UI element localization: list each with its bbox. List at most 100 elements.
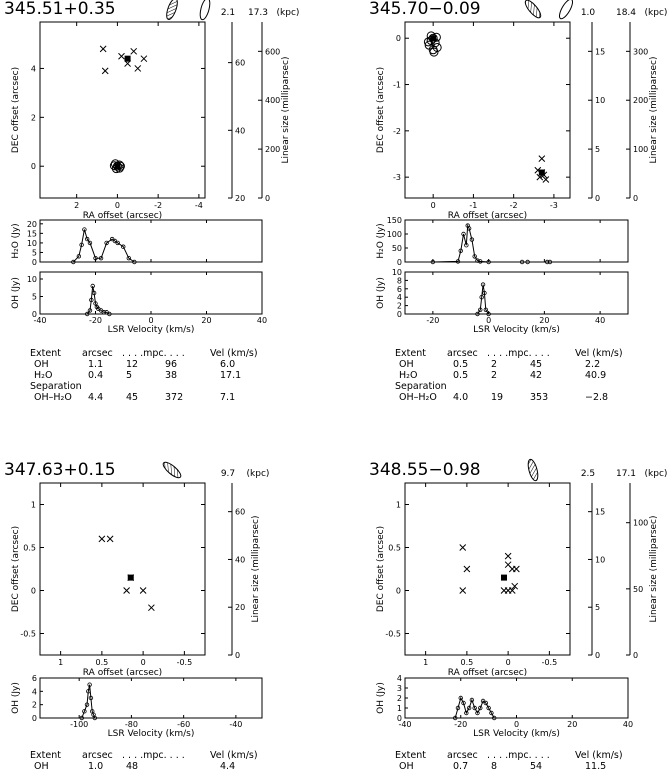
oh-spot <box>99 45 107 53</box>
oh-spectrum-ytick-label: 4 <box>397 674 402 683</box>
oh-spectrum-xtick-label: -20 <box>426 316 439 325</box>
oh-spectrum-ylabel: OH (Jy) <box>376 277 386 309</box>
oh-spectrum-xlabel: LSR Velocity (km/s) <box>108 729 195 739</box>
sky-frame <box>39 482 206 656</box>
h2o-spectrum-point <box>458 248 463 253</box>
distance-unit: (kpc) <box>277 8 300 18</box>
h2o-spectrum-point <box>544 259 550 265</box>
oh-spectrum-point <box>483 307 489 312</box>
ra-tick-label: 2 <box>74 201 79 210</box>
table-cell: 6.0 <box>220 359 235 370</box>
oh-spectrum-point <box>466 705 472 711</box>
oh-spectrum-point <box>469 697 475 703</box>
scale-label: Linear size (milliparsec) <box>649 515 659 622</box>
dec-tick-label: 1 <box>396 501 401 510</box>
oh-spectrum-point <box>101 310 107 315</box>
oh-spectrum-ytick-label: 8 <box>397 276 402 285</box>
oh-spectrum-point <box>482 290 487 296</box>
oh-spectrum-xtick-label: 0 <box>486 316 491 325</box>
oh-spot <box>101 67 109 75</box>
dec-tick-label: 0 <box>396 587 401 596</box>
h2o-spectrum-point <box>455 259 461 264</box>
oh-spectrum-xtick-label: -20 <box>89 316 102 325</box>
scale-tick-label: 60 <box>235 508 245 517</box>
h2o-spectrum-ytick-label: 15 <box>27 229 37 238</box>
table-header-vel: Vel (km/s) <box>210 348 258 359</box>
oh-spectrum-xtick-label: -60 <box>177 720 190 729</box>
table-header-extent: Extent <box>30 348 61 359</box>
dec-tick-label: 0 <box>31 587 36 596</box>
h2o-reference <box>430 35 437 42</box>
scale-tick-label: 100 <box>633 519 648 528</box>
ra-tick-label: 0 <box>141 658 146 667</box>
table-row-label: OH–H₂O <box>34 392 72 403</box>
distance-unit: (kpc) <box>645 469 668 479</box>
h2o-spectrum-point <box>126 255 131 261</box>
h2o-spectrum-point <box>475 258 480 263</box>
table-header-mpc: . . . .mpc. . . . <box>487 348 550 359</box>
table-row-label: OH–H₂O <box>399 392 437 403</box>
ra-tick-label: -0.5 <box>177 658 193 667</box>
dec-tick-label: 2 <box>31 113 36 122</box>
ra-tick-label: -2 <box>510 201 518 210</box>
oh-spot <box>513 565 520 573</box>
table-row-label: OH <box>399 761 414 772</box>
dec-tick-label: 0 <box>31 162 36 171</box>
dec-tick-label: -0.5 <box>20 630 36 639</box>
h2o-spectrum-ytick-label: 10 <box>27 239 37 248</box>
table-cell: 1.1 <box>88 359 103 370</box>
oh-spectrum-xtick-label: 20 <box>539 316 549 325</box>
scale-tick-label: 0 <box>633 651 638 660</box>
scale-tick-label: 200 <box>265 145 280 154</box>
oh-spectrum-xlabel: LSR Velocity (km/s) <box>473 325 560 335</box>
sky-xlabel: RA offset (arcsec) <box>448 211 527 221</box>
distance-label: 9.7 <box>221 469 235 479</box>
scale-tick-label: 40 <box>235 126 245 135</box>
oh-spectrum-point <box>87 308 93 313</box>
oh-spot <box>538 155 546 162</box>
oh-spectrum-xtick-label: 40 <box>257 316 267 325</box>
beam-ellipse <box>524 0 542 19</box>
scale-tick-label: 300 <box>633 47 648 56</box>
oh-spot <box>134 65 142 72</box>
oh-spot <box>511 582 519 590</box>
h2o-spectrum-line <box>432 223 550 263</box>
distance-label: 17.1 <box>616 469 636 479</box>
oh-spectrum-point <box>472 705 477 711</box>
table-separation-label: Separation <box>395 381 447 392</box>
dec-tick-label: 4 <box>31 64 36 73</box>
distance-label: 17.3 <box>248 8 268 18</box>
sky-frame <box>404 21 571 199</box>
scale-tick-label: 0 <box>633 194 638 203</box>
table-cell: 19 <box>491 392 503 403</box>
h2o-spectrum-point <box>461 231 466 237</box>
oh-spectrum-point <box>492 715 497 721</box>
h2o-spectrum-point <box>464 242 469 248</box>
h2o-spot <box>423 37 433 47</box>
h2o-spectrum-line <box>72 229 135 263</box>
h2o-spectrum-point <box>478 259 483 264</box>
oh-spot <box>459 544 467 551</box>
scale-tick-label: 20 <box>235 603 245 612</box>
sky-frame <box>39 21 206 199</box>
oh-spectrum-point <box>79 715 84 721</box>
table-header-extent: Extent <box>395 750 426 761</box>
beam-ellipse <box>527 458 539 482</box>
ra-tick-label: -1 <box>469 201 477 210</box>
oh-spot <box>500 587 508 594</box>
oh-spectrum-xtick-label: 0 <box>514 720 519 729</box>
scale-tick-label: 50 <box>633 585 643 594</box>
panel-347.63+0.15: 347.63+0.15 9.7 (kpc) 1 0.5 0 -0.5 -0.5 0 0.5 1 RA … <box>4 460 269 772</box>
table-row-label: OH <box>34 359 49 370</box>
oh-spectrum-frame <box>39 271 263 315</box>
scale-tick-label: 5 <box>595 603 600 612</box>
scale-tick-label: 0 <box>265 194 270 203</box>
table-cell: 0.5 <box>453 370 468 381</box>
beam-ellipse <box>162 461 182 479</box>
oh-spectrum-point <box>475 710 480 716</box>
table-header-vel: Vel (km/s) <box>575 348 623 359</box>
oh-spot <box>123 587 130 594</box>
oh-spectrum-xlabel: LSR Velocity (km/s) <box>473 729 560 739</box>
h2o-spectrum-point <box>469 237 475 242</box>
ra-tick-label: 0.5 <box>96 658 109 667</box>
